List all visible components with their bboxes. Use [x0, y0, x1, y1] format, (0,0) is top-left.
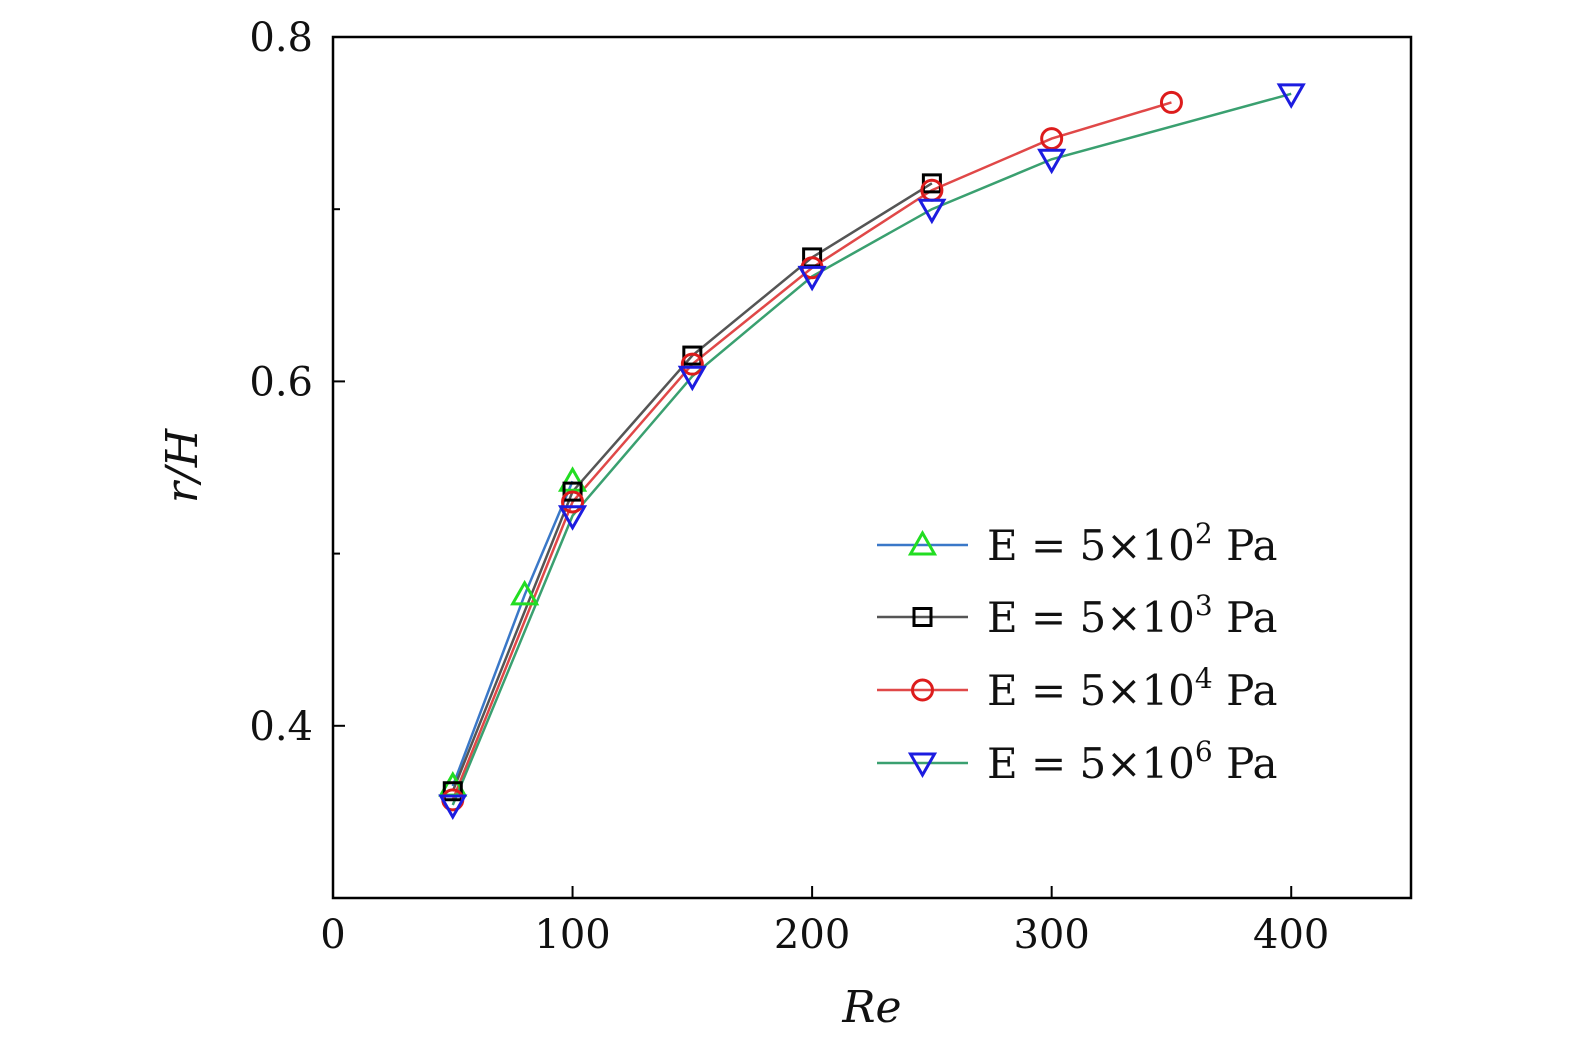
series-points-4: [438, 83, 1306, 821]
point-marker-triangle-down: [1037, 148, 1067, 175]
point-marker-circle: [1159, 90, 1183, 114]
point-marker-triangle-down: [917, 198, 947, 225]
x-tick-label: 100: [534, 912, 610, 958]
y-tick-label: 0.4: [249, 704, 313, 750]
y-tick-label: 0.6: [249, 359, 313, 405]
legend-label-exponent: 4: [1195, 662, 1213, 695]
legend-label: E = 5×106 Pa: [987, 735, 1278, 788]
point-marker-square: [682, 345, 703, 366]
legend-label-unit: Pa: [1213, 739, 1278, 788]
plot-layer: [438, 83, 1306, 821]
legend-label-base: E = 5×10: [987, 593, 1195, 642]
point-marker-circle: [680, 352, 704, 376]
legend-item-2: E = 5×103 Pa: [877, 589, 1278, 642]
point-marker-triangle-down: [438, 794, 468, 821]
point-marker-triangle-down: [677, 365, 707, 392]
legend-label-base: E = 5×10: [987, 666, 1195, 715]
x-tick-label: 0: [320, 912, 345, 958]
plot-frame: [331, 35, 1413, 900]
legend-label-base: E = 5×10: [987, 521, 1195, 570]
axis-layer: 0 100 200 300 400 0.4 0.6 0.8: [249, 15, 1413, 958]
legend-label-unit: Pa: [1213, 666, 1278, 715]
point-marker-triangle-down-legend: [907, 752, 938, 779]
x-axis-title: Re: [841, 982, 901, 1033]
legend-label-exponent: 6: [1195, 735, 1213, 768]
point-marker-square-legend: [912, 607, 933, 627]
legend-label-exponent: 3: [1195, 589, 1213, 622]
legend-label-exponent: 2: [1195, 517, 1213, 550]
y-axis-title: r/H: [157, 427, 208, 503]
legend-item-3: E = 5×104 Pa: [877, 662, 1278, 715]
point-marker-triangle-down: [797, 265, 827, 292]
point-marker-circle: [561, 490, 585, 514]
legend-label-unit: Pa: [1213, 521, 1278, 570]
point-marker-triangle-down: [557, 505, 588, 531]
legend-label-base: E = 5×10: [987, 739, 1195, 788]
series-line-2: [451, 182, 933, 792]
legend: E = 5×102 PaE = 5×103 PaE = 5×104 PaE = …: [877, 517, 1278, 788]
legend-label: E = 5×104 Pa: [987, 662, 1278, 715]
x-tick-label: 300: [1013, 912, 1089, 958]
x-tick-label: 200: [774, 912, 850, 958]
legend-item-4: E = 5×106 Pa: [877, 735, 1278, 788]
point-marker-triangle-up: [557, 466, 588, 492]
point-marker-square: [562, 481, 583, 502]
legend-label: E = 5×103 Pa: [987, 589, 1278, 642]
point-marker-square: [442, 781, 463, 802]
point-marker-circle: [1040, 127, 1064, 151]
series-points-2: [442, 173, 942, 802]
point-marker-triangle-up-legend: [907, 529, 938, 556]
point-marker-triangle-down: [1276, 83, 1306, 109]
point-marker-triangle-up: [510, 579, 540, 606]
legend-item-1: E = 5×102 Pa: [877, 517, 1278, 570]
y-tick-label: 0.8: [249, 15, 313, 61]
legend-label-unit: Pa: [1213, 593, 1278, 642]
series-line-1: [451, 480, 574, 787]
x-tick-label: 400: [1253, 912, 1329, 958]
legend-label: E = 5×102 Pa: [987, 517, 1278, 570]
point-marker-circle-legend: [911, 678, 934, 702]
